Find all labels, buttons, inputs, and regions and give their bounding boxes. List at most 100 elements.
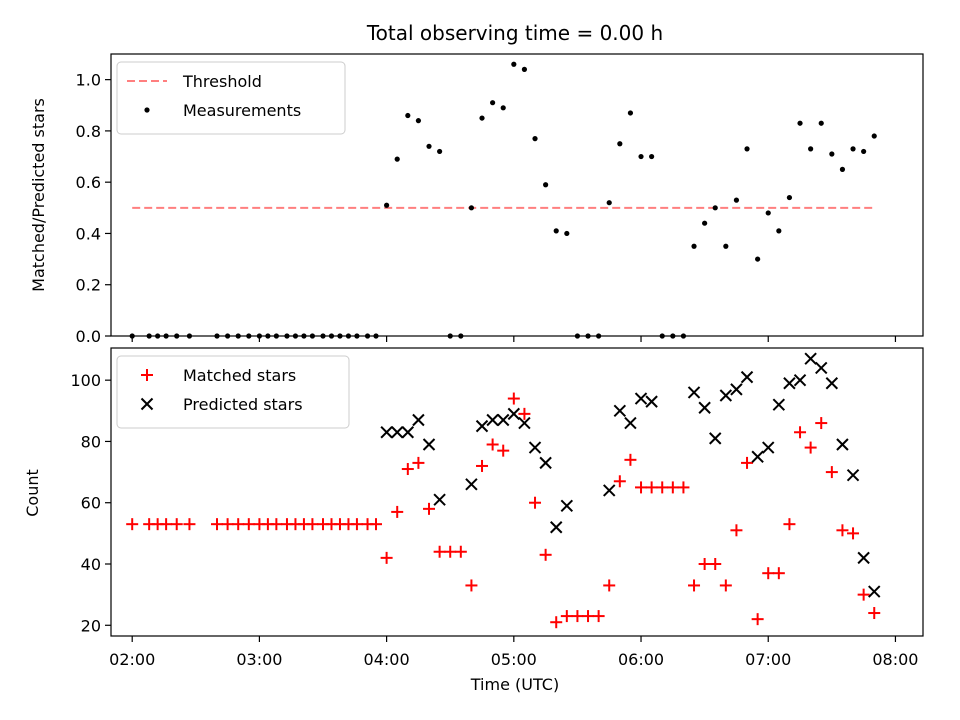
x-tick-label: 02:00 <box>109 650 155 669</box>
y-tick-label: 40 <box>81 555 101 574</box>
data-point <box>560 499 574 512</box>
legend: Matched stars Predicted stars <box>116 355 350 429</box>
y-tick-label: 0.4 <box>76 224 101 243</box>
data-point <box>783 377 796 390</box>
x-tick-label: 06:00 <box>618 650 664 669</box>
data-point <box>836 524 849 537</box>
data-point <box>405 112 411 119</box>
data-point <box>825 377 839 390</box>
y-tick-label: 0.8 <box>76 122 101 141</box>
data-point <box>437 148 443 155</box>
data-point <box>698 558 711 570</box>
legend-label: Measurements <box>183 101 301 120</box>
chart-title: Total observing time = 0.00 h <box>366 21 663 45</box>
data-point <box>270 518 283 531</box>
data-point <box>401 426 415 439</box>
data-point <box>719 389 733 402</box>
data-point <box>539 548 552 561</box>
data-point <box>645 481 658 494</box>
plot-frame <box>110 347 924 637</box>
data-point <box>486 413 499 427</box>
data-point <box>688 579 701 592</box>
data-point <box>603 579 616 592</box>
data-point <box>846 468 860 482</box>
data-point <box>433 545 446 558</box>
data-point <box>518 407 531 420</box>
y-tick-label: 0.0 <box>76 327 101 346</box>
data-point <box>733 197 740 203</box>
data-point <box>730 524 743 537</box>
data-point <box>638 153 644 160</box>
data-point <box>772 567 785 580</box>
data-point <box>465 579 478 592</box>
panel-bottom: 20 40 60 80 100 02:00 03:00 04:00 05:00 06:00 07:0… <box>70 347 924 669</box>
legend-label: Predicted stars <box>183 395 303 414</box>
data-point <box>741 456 754 469</box>
y-tick-label: 20 <box>81 616 101 635</box>
data-point <box>479 115 485 121</box>
data-point <box>755 256 761 262</box>
data-point <box>818 120 824 126</box>
data-point <box>211 518 224 531</box>
y-axis-label-top: Matched/Predicted stars <box>29 98 48 292</box>
data-point <box>656 481 669 494</box>
data-point <box>794 426 807 439</box>
data-point <box>401 463 414 476</box>
data-point <box>857 588 870 601</box>
panel-top: 0.0 0.2 0.4 0.6 0.8 1.0 Threshold Measurements <box>76 53 924 346</box>
data-point <box>242 518 255 531</box>
data-point <box>868 585 881 598</box>
data-point <box>645 395 658 408</box>
y-tick-label: 60 <box>81 494 101 513</box>
data-point <box>126 518 139 531</box>
data-point <box>783 518 796 531</box>
data-point <box>521 66 528 72</box>
data-point <box>825 466 838 479</box>
data-point <box>857 551 870 565</box>
data-point <box>497 413 510 427</box>
legend: Threshold Measurements <box>116 61 346 135</box>
data-point <box>709 558 722 570</box>
data-point <box>350 518 363 531</box>
data-point <box>394 156 400 162</box>
data-point <box>613 475 626 488</box>
data-point <box>380 426 393 439</box>
data-point <box>528 441 542 454</box>
data-point <box>762 567 775 580</box>
data-point <box>829 151 835 157</box>
x-tick-label: 05:00 <box>491 650 537 669</box>
data-point <box>751 450 764 463</box>
data-point <box>861 148 867 155</box>
data-point <box>624 416 637 430</box>
data-point <box>709 432 722 445</box>
data-point <box>454 545 467 558</box>
data-point <box>539 456 552 470</box>
data-point <box>518 416 531 430</box>
data-point <box>836 438 849 451</box>
data-point <box>529 496 542 509</box>
data-point <box>765 210 771 216</box>
data-point <box>511 61 517 67</box>
data-point <box>719 579 732 592</box>
data-point <box>507 407 521 421</box>
series-matched-stars <box>126 392 881 629</box>
data-point <box>592 610 605 623</box>
data-point <box>649 153 655 160</box>
data-point <box>804 352 817 365</box>
data-point <box>486 438 499 451</box>
data-point <box>635 481 648 494</box>
plot-frame <box>110 53 924 337</box>
data-point <box>582 610 595 623</box>
data-point <box>776 228 782 234</box>
data-point <box>391 505 404 518</box>
data-point <box>560 610 573 623</box>
data-point <box>412 456 425 469</box>
data-point <box>391 426 404 439</box>
data-point <box>627 110 634 116</box>
data-point <box>160 518 173 531</box>
data-point <box>380 551 393 564</box>
data-point <box>497 444 510 457</box>
data-point <box>532 136 538 142</box>
y-axis-label-bottom: Count <box>23 469 42 517</box>
